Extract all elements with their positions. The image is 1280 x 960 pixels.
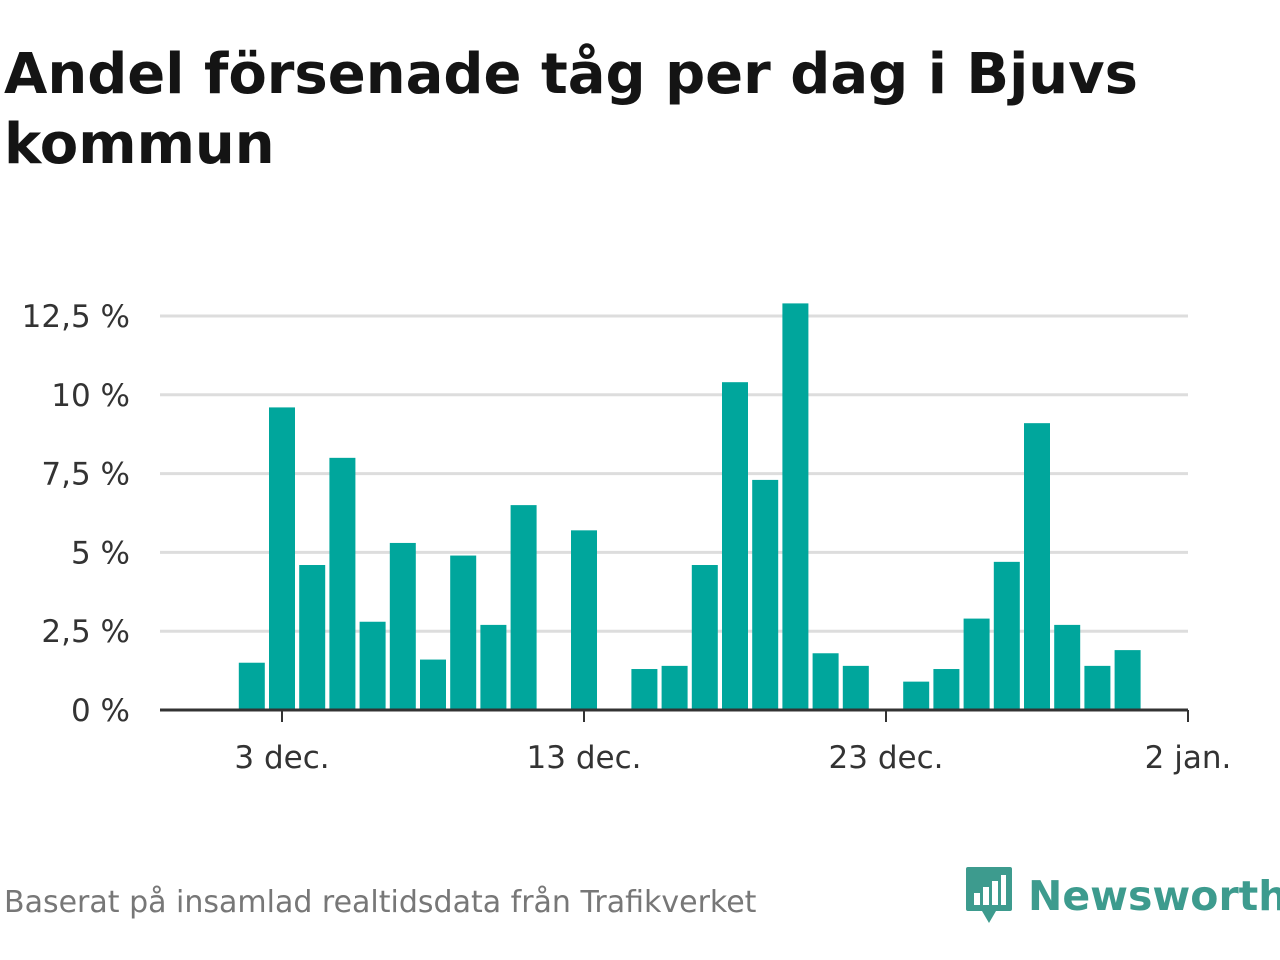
bar xyxy=(1024,423,1050,710)
newsworthy-chart-icon xyxy=(966,867,1012,923)
bar xyxy=(691,565,718,710)
bar xyxy=(238,662,265,710)
y-tick-label: 0 % xyxy=(71,693,130,729)
bar xyxy=(510,505,537,710)
brand-name: Newsworthy xyxy=(1028,872,1280,920)
y-tick-label: 5 % xyxy=(71,535,130,571)
x-tick-label: 3 dec. xyxy=(234,740,329,776)
x-axis: 3 dec. 13 dec. 23 dec. 2 jan. xyxy=(160,708,1232,776)
bar xyxy=(480,624,507,710)
x-tick-label: 2 jan. xyxy=(1145,740,1232,776)
bar xyxy=(722,382,748,710)
y-tick-label: 7,5 % xyxy=(41,457,130,493)
y-tick-label: 2,5 % xyxy=(41,614,130,650)
x-tick-label: 13 dec. xyxy=(527,740,642,776)
bar xyxy=(903,681,930,710)
bar xyxy=(571,530,597,710)
source-note: Baserat på insamlad realtidsdata från Tr… xyxy=(4,885,757,920)
bar xyxy=(752,479,779,710)
bar xyxy=(631,669,658,710)
bar xyxy=(299,565,326,710)
x-tick-label: 23 dec. xyxy=(829,740,944,776)
bar xyxy=(842,665,869,710)
bars xyxy=(238,303,1141,710)
y-tick-label: 12,5 % xyxy=(22,299,130,335)
bar xyxy=(450,555,477,710)
y-axis-ticks: 0 % 2,5 % 5 % 7,5 % 10 % 12,5 % xyxy=(22,299,130,729)
bar xyxy=(420,659,446,710)
chart-title: Andel försenade tåg per dag i Bjuvs komm… xyxy=(4,42,1138,177)
bar xyxy=(1114,650,1141,710)
bar xyxy=(389,542,416,710)
bar xyxy=(329,457,356,710)
brand-logo: Newsworthy xyxy=(964,864,1280,928)
bar xyxy=(963,618,990,710)
bar xyxy=(269,407,295,710)
bar xyxy=(782,303,809,710)
bar xyxy=(661,665,688,710)
y-tick-label: 10 % xyxy=(51,378,130,414)
bar xyxy=(933,669,960,710)
bar xyxy=(1054,624,1081,710)
bar xyxy=(1084,665,1111,710)
bar xyxy=(359,621,386,710)
bar xyxy=(812,653,839,710)
bar xyxy=(993,561,1020,710)
